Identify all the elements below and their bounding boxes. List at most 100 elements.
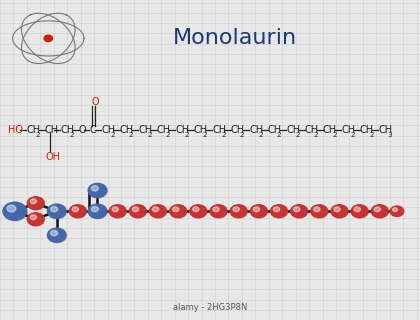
Text: C: C <box>89 124 96 135</box>
Text: 2: 2 <box>147 132 152 138</box>
Circle shape <box>48 204 67 219</box>
Circle shape <box>392 208 398 212</box>
Text: 3: 3 <box>388 132 392 138</box>
Circle shape <box>88 204 107 218</box>
Circle shape <box>253 207 260 212</box>
Circle shape <box>28 213 45 226</box>
Circle shape <box>311 205 328 218</box>
Circle shape <box>210 205 227 218</box>
Circle shape <box>88 183 107 197</box>
Text: CH: CH <box>323 124 337 135</box>
Circle shape <box>152 207 159 212</box>
Circle shape <box>47 204 66 218</box>
Text: 2: 2 <box>36 132 40 138</box>
Circle shape <box>371 205 388 218</box>
Circle shape <box>390 206 404 217</box>
Text: OH: OH <box>46 152 61 162</box>
Circle shape <box>334 207 340 212</box>
Text: 2: 2 <box>221 132 226 138</box>
Circle shape <box>112 207 118 212</box>
Text: 2: 2 <box>295 132 300 138</box>
Text: O: O <box>79 124 86 135</box>
Circle shape <box>233 207 239 212</box>
Text: CH: CH <box>360 124 374 135</box>
Circle shape <box>390 206 404 216</box>
Circle shape <box>213 207 219 212</box>
Text: 2: 2 <box>332 132 337 138</box>
Circle shape <box>311 205 328 218</box>
Circle shape <box>110 205 126 218</box>
Text: CH: CH <box>175 124 189 135</box>
Circle shape <box>271 205 288 218</box>
Circle shape <box>150 205 167 218</box>
Circle shape <box>170 205 186 218</box>
Text: CH: CH <box>304 124 319 135</box>
Text: 2: 2 <box>184 132 189 138</box>
Circle shape <box>193 207 199 212</box>
Circle shape <box>291 205 307 218</box>
Text: CH: CH <box>249 124 263 135</box>
Circle shape <box>351 205 368 218</box>
Text: 2: 2 <box>203 132 207 138</box>
Circle shape <box>109 205 126 218</box>
Text: O: O <box>92 97 100 108</box>
Circle shape <box>70 205 87 218</box>
Text: 2: 2 <box>110 132 115 138</box>
Circle shape <box>190 205 207 218</box>
Text: 2: 2 <box>69 132 74 138</box>
Text: CH: CH <box>157 124 171 135</box>
Text: 2: 2 <box>277 132 281 138</box>
Circle shape <box>314 207 320 212</box>
Circle shape <box>130 205 147 218</box>
Text: HO: HO <box>8 124 23 135</box>
Text: CH: CH <box>286 124 300 135</box>
Text: 2: 2 <box>314 132 318 138</box>
Circle shape <box>270 205 287 218</box>
Circle shape <box>28 197 45 210</box>
Circle shape <box>354 207 360 212</box>
Text: 2: 2 <box>240 132 244 138</box>
Circle shape <box>89 204 108 219</box>
Circle shape <box>30 199 37 204</box>
Circle shape <box>230 205 247 218</box>
Circle shape <box>129 205 146 218</box>
Text: CH: CH <box>26 124 41 135</box>
Text: CH: CH <box>45 124 59 135</box>
Circle shape <box>331 205 348 218</box>
Text: 2: 2 <box>369 132 374 138</box>
Text: CH: CH <box>60 124 74 135</box>
Text: CH: CH <box>138 124 152 135</box>
Circle shape <box>30 215 37 220</box>
Circle shape <box>173 207 179 212</box>
Circle shape <box>89 184 108 198</box>
Circle shape <box>27 213 44 226</box>
Circle shape <box>372 205 388 218</box>
Text: CH: CH <box>101 124 116 135</box>
Text: CH: CH <box>120 124 134 135</box>
Circle shape <box>374 207 381 212</box>
Text: CH: CH <box>231 124 245 135</box>
Circle shape <box>50 206 58 212</box>
Text: 2: 2 <box>258 132 263 138</box>
Circle shape <box>91 206 98 212</box>
Circle shape <box>50 230 58 236</box>
Circle shape <box>170 205 187 218</box>
Circle shape <box>273 207 280 212</box>
Circle shape <box>210 205 227 218</box>
Circle shape <box>69 205 86 218</box>
Text: CH: CH <box>194 124 208 135</box>
Circle shape <box>132 207 139 212</box>
Circle shape <box>352 205 368 218</box>
Circle shape <box>331 205 348 218</box>
Text: alamy - 2HG3P8N: alamy - 2HG3P8N <box>173 303 247 312</box>
Circle shape <box>48 228 67 243</box>
Circle shape <box>3 203 27 221</box>
Circle shape <box>7 205 16 212</box>
Circle shape <box>3 202 26 220</box>
Circle shape <box>190 205 207 218</box>
Text: Monolaurin: Monolaurin <box>173 28 297 48</box>
Circle shape <box>44 35 52 42</box>
Circle shape <box>294 207 300 212</box>
Circle shape <box>291 205 308 218</box>
Circle shape <box>250 205 267 218</box>
